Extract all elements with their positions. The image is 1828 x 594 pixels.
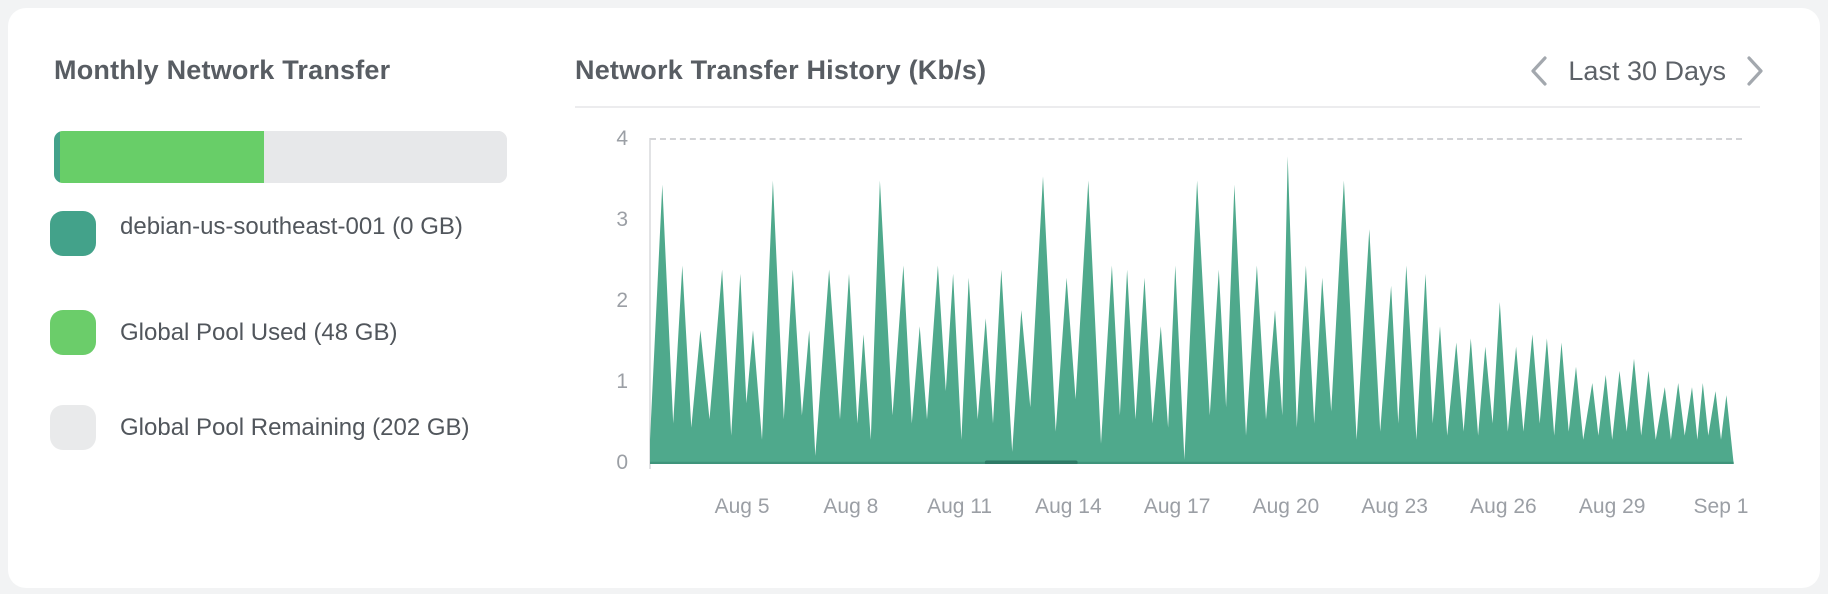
x-axis-tick-label: Aug 20 bbox=[1252, 495, 1320, 518]
next-range-button[interactable] bbox=[1740, 50, 1770, 92]
bar-segment-global-pool-remaining bbox=[264, 131, 507, 183]
legend-item: Global Pool Remaining (202 GB) bbox=[50, 405, 470, 450]
area-chart-canvas bbox=[650, 156, 1734, 464]
legend-label: Global Pool Remaining (202 GB) bbox=[120, 413, 470, 441]
y-axis-tick-label: 4 bbox=[616, 127, 628, 150]
time-range-navigator: Last 30 Days bbox=[1524, 50, 1770, 92]
y-axis-tick-label: 3 bbox=[616, 208, 628, 231]
y-axis-tick-label: 0 bbox=[616, 451, 628, 474]
legend-swatch-icon bbox=[50, 405, 96, 450]
legend-label: Global Pool Used (48 GB) bbox=[120, 318, 398, 346]
x-axis-tick-label: Aug 26 bbox=[1470, 495, 1537, 518]
time-range-label: Last 30 Days bbox=[1568, 55, 1726, 86]
legend-swatch-icon bbox=[50, 211, 96, 256]
legend-label: debian-us-southeast-001 (0 GB) bbox=[120, 213, 463, 240]
chevron-left-icon bbox=[1528, 54, 1550, 88]
previous-range-button[interactable] bbox=[1524, 50, 1554, 92]
transfer-history-title: Network Transfer History (Kb/s) bbox=[575, 55, 987, 85]
legend-swatch-icon bbox=[50, 310, 96, 355]
x-axis-tick-label: Aug 17 bbox=[1143, 495, 1211, 518]
y-axis-tick-label: 2 bbox=[616, 289, 628, 312]
monthly-transfer-title: Monthly Network Transfer bbox=[54, 55, 391, 85]
x-axis-tick-label: Aug 23 bbox=[1361, 495, 1428, 518]
bar-segment-debian-us-southeast-001 bbox=[54, 131, 61, 183]
x-axis-tick-label: Sep 1 bbox=[1693, 495, 1749, 518]
legend-item: Global Pool Used (48 GB) bbox=[50, 310, 397, 355]
x-axis-tick-label: Aug 14 bbox=[1035, 495, 1102, 518]
x-axis-tick-label: Aug 29 bbox=[1578, 495, 1646, 518]
chevron-right-icon bbox=[1744, 54, 1766, 88]
transfer-usage-bar bbox=[54, 131, 507, 183]
x-axis-tick-label: Aug 5 bbox=[714, 495, 770, 518]
y-axis-tick-label: 1 bbox=[616, 370, 628, 393]
header-divider bbox=[575, 106, 1760, 108]
legend-item: debian-us-southeast-001 (0 GB) bbox=[50, 211, 463, 256]
bar-segment-global-pool-used bbox=[60, 131, 265, 183]
x-axis-tick-label: Aug 11 bbox=[927, 495, 993, 518]
traffic-area-series bbox=[650, 156, 1734, 464]
y-axis-line bbox=[649, 138, 651, 469]
x-axis-tick-label: Aug 8 bbox=[823, 495, 879, 518]
transfer-history-chart bbox=[650, 138, 1742, 464]
network-transfer-card: Monthly Network Transfer debian-us-south… bbox=[8, 8, 1820, 588]
